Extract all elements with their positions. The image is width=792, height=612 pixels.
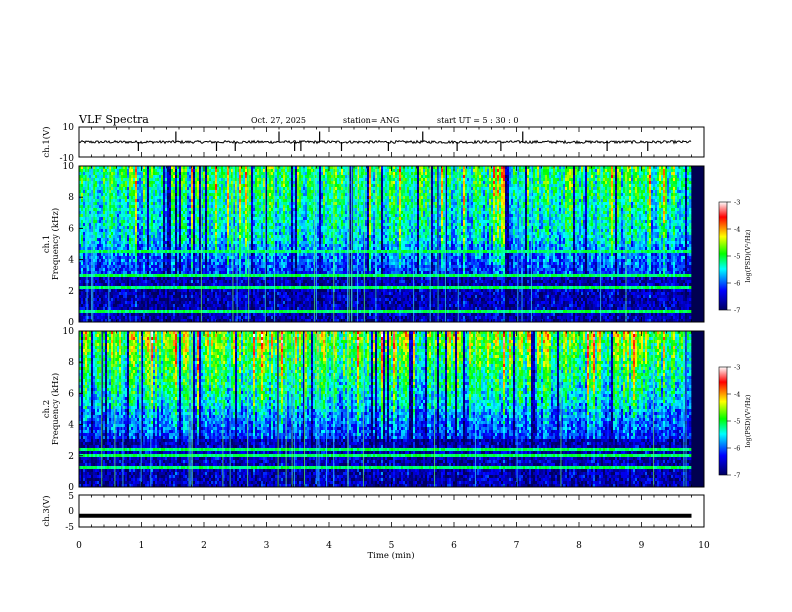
- x-axis-tick-labels: 0 1 2 3 4 5 6 7 8 9 10: [76, 541, 710, 551]
- ch1-spectrogram-ylabel-frequency: Frequency (kHz): [50, 208, 61, 280]
- x-tick-label: 8: [576, 541, 582, 551]
- ch1-spectrogram-panel: 0 2 4 6 8 10 ch.1 Frequency (kHz) -3 -4 -5 -6 -7 …: [42, 162, 752, 328]
- colorbar-tick-label: -7: [734, 472, 740, 480]
- ch1-spikes-group: [137, 131, 649, 151]
- x-tick-label: 1: [139, 541, 145, 551]
- ch2-spectrogram-yticks: 0 2 4 6 8 10: [63, 327, 83, 493]
- ch3-waveform-background: [79, 495, 704, 527]
- x-tick-label: 9: [639, 541, 645, 551]
- colorbar-tick-label: -3: [734, 364, 740, 372]
- ch2-colorbar-gradient: [718, 366, 728, 476]
- header-station: station= ANG: [343, 116, 399, 125]
- ch1-ytick-bottom: -10: [60, 154, 75, 164]
- ch3-ytick-middle: 0: [68, 507, 74, 517]
- colorbar-tick-label: -5: [734, 418, 740, 426]
- ch1-waveform-panel: 10 -10 ch.1(V): [41, 123, 705, 164]
- ch2-spectrogram-ylabel-frequency: Frequency (kHz): [50, 373, 61, 445]
- x-tick-label: 6: [451, 541, 457, 551]
- colorbar-tick-label: -7: [734, 307, 740, 315]
- colorbar-tick-label: -6: [734, 280, 740, 288]
- x-tick-label: 0: [76, 541, 82, 551]
- colorbar-tick-label: -4: [734, 226, 740, 234]
- x-axis-label: Time (min): [367, 550, 414, 561]
- spectrogram-ytick-label: 6: [68, 224, 74, 234]
- spectrogram-ytick-label: 8: [68, 358, 74, 368]
- ch2-spectrogram-ylabel-channel: ch.2: [42, 400, 52, 418]
- colorbar-tick-label: -4: [734, 391, 740, 399]
- colorbar-tick-label: -5: [734, 253, 740, 261]
- ch3-ytick-bottom: -5: [65, 523, 74, 533]
- ch2-colorbar: -3 -4 -5 -6 -7 log(PSD)(V²/Hz): [718, 364, 752, 480]
- header-start-time: start UT = 5 : 30 : 0: [437, 116, 518, 125]
- ch1-spectrogram-ylabel-channel: ch.1: [42, 235, 52, 253]
- ch3-waveform-panel: 5 0 -5 ch.3(V): [41, 492, 705, 533]
- ch2-colorbar-ticks: -3 -4 -5 -6 -7: [727, 364, 740, 480]
- spectrogram-ytick-label: 10: [63, 327, 75, 337]
- ch1-colorbar: -3 -4 -5 -6 -7 log(PSD)(V²/Hz): [718, 199, 752, 315]
- ch1-ytick-top: 10: [63, 123, 75, 133]
- ch1-spectrogram-image: [79, 166, 704, 323]
- ch1-ylabel: ch.1(V): [41, 126, 52, 157]
- spectrogram-ytick-label: 2: [68, 452, 74, 462]
- x-tick-label: 10: [698, 541, 710, 551]
- colorbar-tick-label: -3: [734, 199, 740, 207]
- x-tick-label: 7: [514, 541, 520, 551]
- spectrogram-ytick-label: 4: [68, 256, 74, 266]
- spectrogram-ytick-label: 6: [68, 389, 74, 399]
- ch1-colorbar-label: log(PSD)(V²/Hz): [744, 229, 752, 282]
- ch1-waveform-trace: [78, 139, 692, 145]
- x-axis-ticks: [78, 127, 705, 527]
- spectrogram-ytick-label: 0: [68, 318, 74, 328]
- colorbar-tick-label: -6: [734, 445, 740, 453]
- spectrogram-ytick-label: 10: [63, 162, 75, 172]
- ch1-colorbar-ticks: -3 -4 -5 -6 -7: [727, 199, 740, 315]
- x-tick-label: 2: [201, 541, 207, 551]
- ch1-spectrogram-yticks: 0 2 4 6 8 10: [63, 162, 83, 328]
- ch2-spectrogram-panel: 0 2 4 6 8 10 ch.2 Frequency (kHz) -3 -4 -5 -6 -7 …: [42, 327, 752, 493]
- spectrogram-ytick-label: 4: [68, 421, 74, 431]
- spectrogram-ytick-label: 0: [68, 483, 74, 493]
- header-date: Oct. 27, 2025: [251, 116, 306, 125]
- x-tick-label: 5: [389, 541, 395, 551]
- spectrogram-ytick-label: 2: [68, 287, 74, 297]
- ch2-colorbar-label: log(PSD)(V²/Hz): [744, 394, 752, 447]
- ch2-spectrogram-image: [79, 331, 704, 488]
- ch3-ylabel: ch.3(V): [41, 495, 52, 526]
- x-tick-label: 3: [264, 541, 270, 551]
- spectrogram-ytick-label: 8: [68, 193, 74, 203]
- ch3-ytick-top: 5: [68, 492, 74, 502]
- x-tick-label: 4: [326, 541, 332, 551]
- ch1-colorbar-gradient: [718, 201, 728, 311]
- figure-title: VLF Spectra: [78, 113, 149, 126]
